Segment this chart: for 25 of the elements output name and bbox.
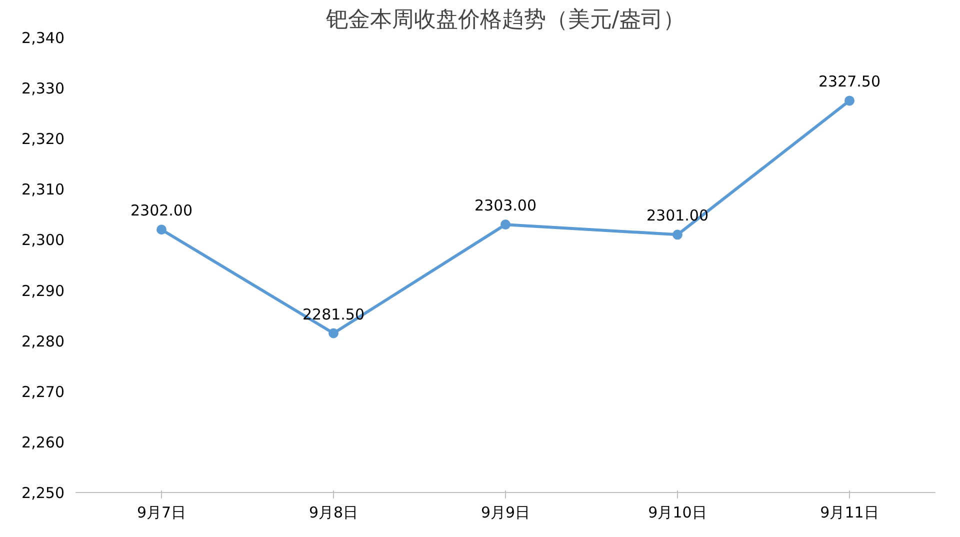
y-tick-label: 2,270 bbox=[22, 382, 65, 401]
x-tick-label: 9月11日 bbox=[820, 504, 879, 522]
x-tick-label: 9月10日 bbox=[648, 504, 707, 522]
data-label: 2302.00 bbox=[130, 202, 193, 220]
data-label: 2281.50 bbox=[302, 305, 365, 324]
point bbox=[328, 328, 338, 338]
data-label: 2303.00 bbox=[474, 196, 537, 215]
point bbox=[156, 224, 166, 235]
point bbox=[500, 220, 510, 230]
y-tick-label: 2,300 bbox=[22, 231, 65, 250]
y-tick-label: 2,320 bbox=[22, 130, 65, 148]
point bbox=[844, 96, 854, 106]
chart-title: 钯金本周收盘价格趋势（美元/盎司） bbox=[324, 8, 686, 32]
point bbox=[672, 230, 682, 240]
x-tick-label: 9月9日 bbox=[480, 504, 530, 522]
y-tick-label: 2,330 bbox=[22, 80, 65, 98]
x-tick-label: 9月8日 bbox=[308, 504, 358, 522]
x-tick-label: 9月7日 bbox=[136, 504, 186, 522]
y-tick-label: 2,310 bbox=[22, 180, 65, 199]
y-tick-label: 2,290 bbox=[22, 282, 65, 300]
y-tick-label: 2,280 bbox=[22, 332, 65, 350]
y-tick-label: 2,250 bbox=[22, 484, 65, 502]
data-label: 2327.50 bbox=[818, 72, 881, 91]
y-tick-label: 2,260 bbox=[22, 433, 65, 452]
y-tick-label: 2,340 bbox=[22, 29, 65, 47]
